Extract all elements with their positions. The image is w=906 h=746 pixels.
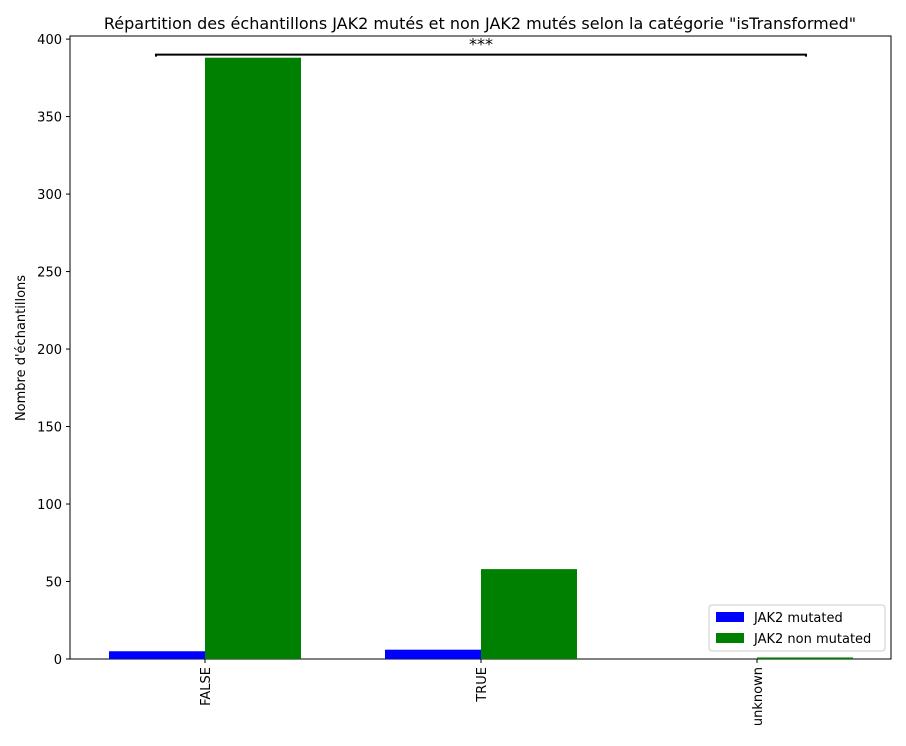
- plot-frame: [69, 35, 892, 660]
- y-tick-label: 150: [37, 421, 62, 436]
- y-axis: 0 50 100 150 200 250 300 350 400: [37, 33, 70, 668]
- y-tick-label: 50: [45, 576, 62, 591]
- legend-box: [708, 604, 886, 652]
- y-tick-label: 250: [37, 266, 62, 281]
- significance-annotation: ***: [155, 35, 807, 57]
- y-tick-label: 0: [54, 653, 62, 668]
- bar-non-mutated-true: [481, 569, 577, 659]
- legend: JAK2 mutated JAK2 non mutated: [708, 604, 886, 652]
- y-tick-label: 350: [37, 111, 62, 126]
- bar-mutated-false: [109, 651, 205, 659]
- legend-swatch-mutated: [716, 612, 744, 622]
- y-tick-label: 100: [37, 498, 62, 513]
- x-tick-label: TRUE: [475, 667, 490, 703]
- x-tick-label: FALSE: [199, 667, 214, 706]
- x-tick-label: unknown: [751, 667, 766, 726]
- y-axis-label: Nombre d'échantillons: [14, 275, 29, 421]
- significance-bracket: [155, 53, 807, 57]
- legend-swatch-non-mutated: [716, 633, 744, 643]
- bar-mutated-true: [385, 649, 481, 659]
- legend-label-mutated: JAK2 mutated: [753, 611, 843, 626]
- y-tick-label: 300: [37, 188, 62, 203]
- bar-non-mutated-unknown: [757, 657, 853, 659]
- legend-label-non-mutated: JAK2 non mutated: [753, 632, 871, 647]
- y-tick-label: 200: [37, 343, 62, 358]
- y-tick-label: 400: [37, 33, 62, 48]
- bar-non-mutated-false: [205, 57, 301, 659]
- bars: [109, 57, 853, 659]
- chart-title: Répartition des échantillons JAK2 mutés …: [104, 14, 856, 33]
- significance-stars: ***: [469, 35, 493, 54]
- x-axis: FALSE TRUE unknown: [199, 659, 766, 726]
